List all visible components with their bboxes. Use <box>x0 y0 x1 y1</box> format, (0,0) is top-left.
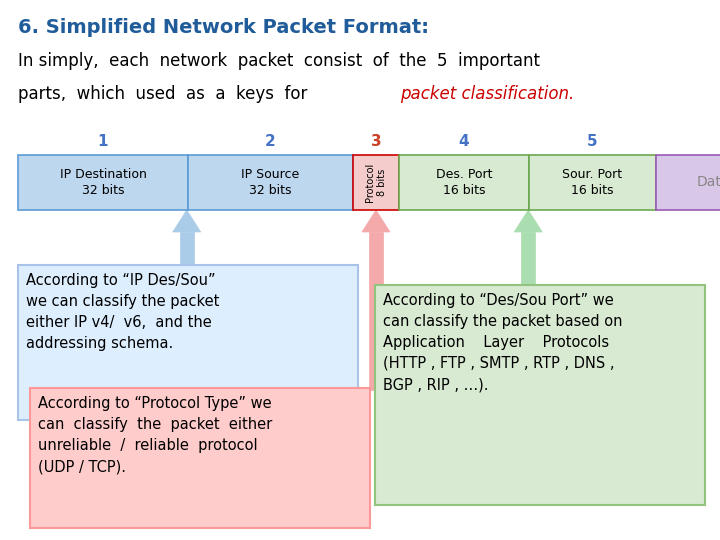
Bar <box>529 155 656 210</box>
Text: In simply,  each  network  packet  consist  of  the  5  important: In simply, each network packet consist o… <box>18 52 540 70</box>
Bar <box>353 155 399 210</box>
FancyBboxPatch shape <box>30 388 370 528</box>
Text: Protocol
8 bits: Protocol 8 bits <box>365 163 387 202</box>
Bar <box>369 232 383 390</box>
Text: Data: Data <box>697 176 720 190</box>
Text: 4: 4 <box>459 134 469 149</box>
Text: According to “Protocol Type” we
can  classify  the  packet  either
unreliable  /: According to “Protocol Type” we can clas… <box>38 396 272 474</box>
Text: Sour. Port
16 bits: Sour. Port 16 bits <box>562 168 623 197</box>
FancyBboxPatch shape <box>18 265 358 420</box>
Text: According to “IP Des/Sou”
we can classify the packet
either IP v4/  v6,  and the: According to “IP Des/Sou” we can classif… <box>26 273 220 351</box>
Bar <box>180 232 194 265</box>
Text: 6. Simplified Network Packet Format:: 6. Simplified Network Packet Format: <box>18 18 429 37</box>
Text: 1: 1 <box>98 134 108 149</box>
Bar <box>18 155 188 210</box>
Text: Des. Port
16 bits: Des. Port 16 bits <box>436 168 492 197</box>
Polygon shape <box>514 210 542 232</box>
Text: According to “Des/Sou Port” we
can classify the packet based on
Application    L: According to “Des/Sou Port” we can class… <box>383 293 623 392</box>
Text: IP Destination
32 bits: IP Destination 32 bits <box>60 168 146 197</box>
Text: 5: 5 <box>588 134 598 149</box>
Polygon shape <box>362 210 390 232</box>
Bar <box>399 155 529 210</box>
Bar <box>188 155 353 210</box>
Bar <box>521 232 535 285</box>
Text: 3: 3 <box>371 134 382 149</box>
FancyBboxPatch shape <box>375 285 705 505</box>
Bar <box>656 155 720 210</box>
Polygon shape <box>173 210 201 232</box>
Text: IP Source
32 bits: IP Source 32 bits <box>241 168 300 197</box>
Text: parts,  which  used  as  a  keys  for: parts, which used as a keys for <box>18 85 312 103</box>
Text: 2: 2 <box>265 134 276 149</box>
Text: packet classification.: packet classification. <box>400 85 575 103</box>
